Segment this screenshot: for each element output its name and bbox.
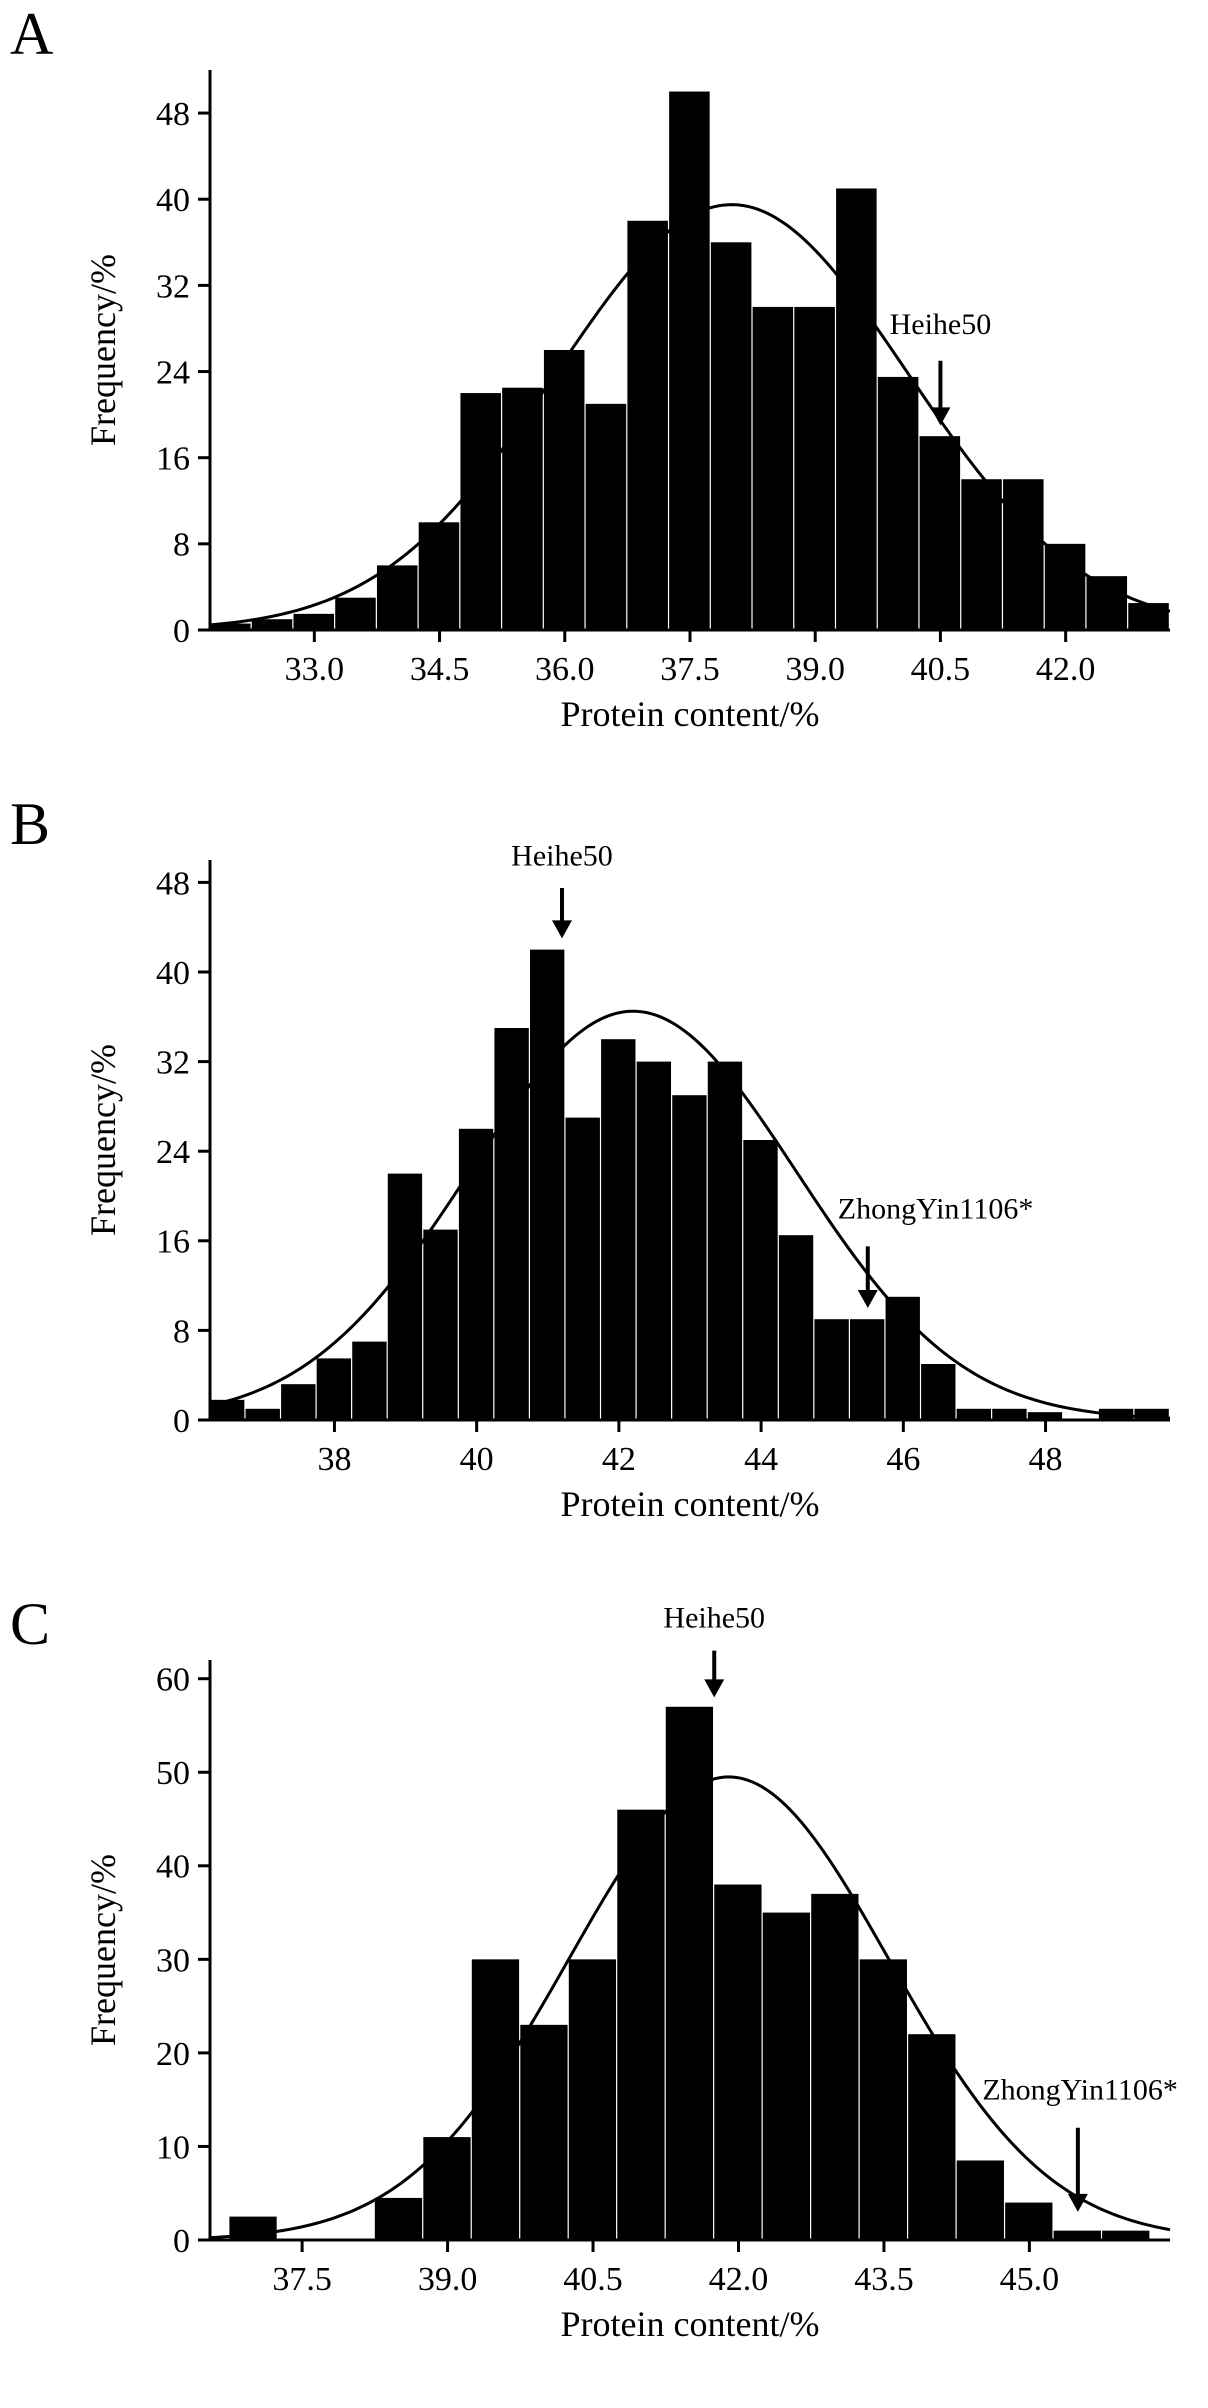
histogram-C: 0 10 20 30 40 50 60 37.5 39.0 40.5 42.0 43.5 45.0 Pro… — [70, 1630, 1190, 2350]
ytick-label: 24 — [156, 354, 190, 391]
xtick-label: 38 — [317, 1441, 351, 1478]
panel-letter-C: C — [10, 1590, 50, 1659]
ytick-label: 0 — [173, 1403, 190, 1440]
annotation: Heihe50 — [663, 1601, 765, 1697]
ytick-label: 16 — [156, 441, 190, 478]
annotation-label: Heihe50 — [511, 840, 613, 873]
panel-letter-B: B — [10, 790, 50, 859]
x-axis-label: Protein content/% — [561, 1484, 820, 1524]
xtick-label: 48 — [1029, 1441, 1063, 1478]
ytick-label: 30 — [156, 1942, 190, 1979]
xtick-label: 40.5 — [563, 2261, 623, 2298]
xtick-label: 36.0 — [535, 651, 595, 688]
ytick-label: 16 — [156, 1224, 190, 1261]
xtick-label: 39.0 — [418, 2261, 478, 2298]
x-axis-label: Protein content/% — [561, 694, 820, 734]
ytick-label: 32 — [156, 1045, 190, 1082]
ytick-label: 40 — [156, 1849, 190, 1886]
xtick-label: 46 — [886, 1441, 920, 1478]
annotation-label: ZhongYin1106* — [982, 2074, 1178, 2107]
annotation: Heihe50 — [511, 840, 613, 939]
xtick-label: 42.0 — [1036, 651, 1096, 688]
bars — [210, 92, 1169, 630]
y-axis-label: Frequency/% — [83, 1854, 123, 2046]
ytick-label: 20 — [156, 2036, 190, 2073]
x-axis-label: Protein content/% — [561, 2304, 820, 2344]
ytick-label: 50 — [156, 1755, 190, 1792]
arrow-down-icon — [552, 920, 572, 938]
xtick-label: 42.0 — [709, 2261, 769, 2298]
panel-letter-A: A — [10, 0, 53, 69]
annotation: ZhongYin1106* — [838, 1192, 1034, 1308]
ytick-label: 48 — [156, 865, 190, 902]
ytick-label: 40 — [156, 955, 190, 992]
arrow-down-icon — [1068, 2194, 1088, 2212]
xtick-label: 40.5 — [911, 651, 971, 688]
y-axis-label: Frequency/% — [83, 254, 123, 446]
bars — [210, 950, 1169, 1420]
xtick-label: 39.0 — [785, 651, 845, 688]
ytick-label: 8 — [173, 1313, 190, 1350]
ytick-label: 24 — [156, 1134, 190, 1171]
xtick-label: 37.5 — [272, 2261, 332, 2298]
xtick-label: 42 — [602, 1441, 636, 1478]
annotation-label: ZhongYin1106* — [838, 1192, 1034, 1225]
xtick-label: 33.0 — [285, 651, 345, 688]
xtick-label: 34.5 — [410, 651, 470, 688]
annotation-label: Heihe50 — [663, 1601, 765, 1634]
xtick-label: 37.5 — [660, 651, 720, 688]
xtick-label: 40 — [460, 1441, 494, 1478]
ytick-label: 0 — [173, 2223, 190, 2260]
ytick-label: 60 — [156, 1662, 190, 1699]
figure-page: A 0 8 16 24 32 40 48 33.0 34.5 36.0 37.5 39.0 40.5 42.… — [0, 0, 1208, 2408]
ytick-label: 32 — [156, 268, 190, 305]
arrow-down-icon — [930, 407, 950, 425]
axes: 0 8 16 24 32 40 48 33.0 34.5 36.0 37.5 39.0 40.5 42.0… — [83, 70, 1170, 734]
histogram-A: 0 8 16 24 32 40 48 33.0 34.5 36.0 37.5 39.0 40.5 42.0… — [70, 40, 1190, 740]
xtick-label: 44 — [744, 1441, 778, 1478]
ytick-label: 0 — [173, 613, 190, 650]
arrow-down-icon — [858, 1290, 878, 1308]
y-axis-label: Frequency/% — [83, 1044, 123, 1236]
arrow-down-icon — [704, 1679, 724, 1697]
xtick-label: 43.5 — [854, 2261, 914, 2298]
bars — [229, 1707, 1149, 2240]
histogram-B: 0 8 16 24 32 40 48 38 40 42 44 46 48 Protein content/… — [70, 830, 1190, 1530]
ytick-label: 48 — [156, 96, 190, 133]
ytick-label: 10 — [156, 2129, 190, 2166]
annotation-label: Heihe50 — [890, 308, 992, 341]
ytick-label: 40 — [156, 182, 190, 219]
ytick-label: 8 — [173, 527, 190, 564]
xtick-label: 45.0 — [1000, 2261, 1060, 2298]
